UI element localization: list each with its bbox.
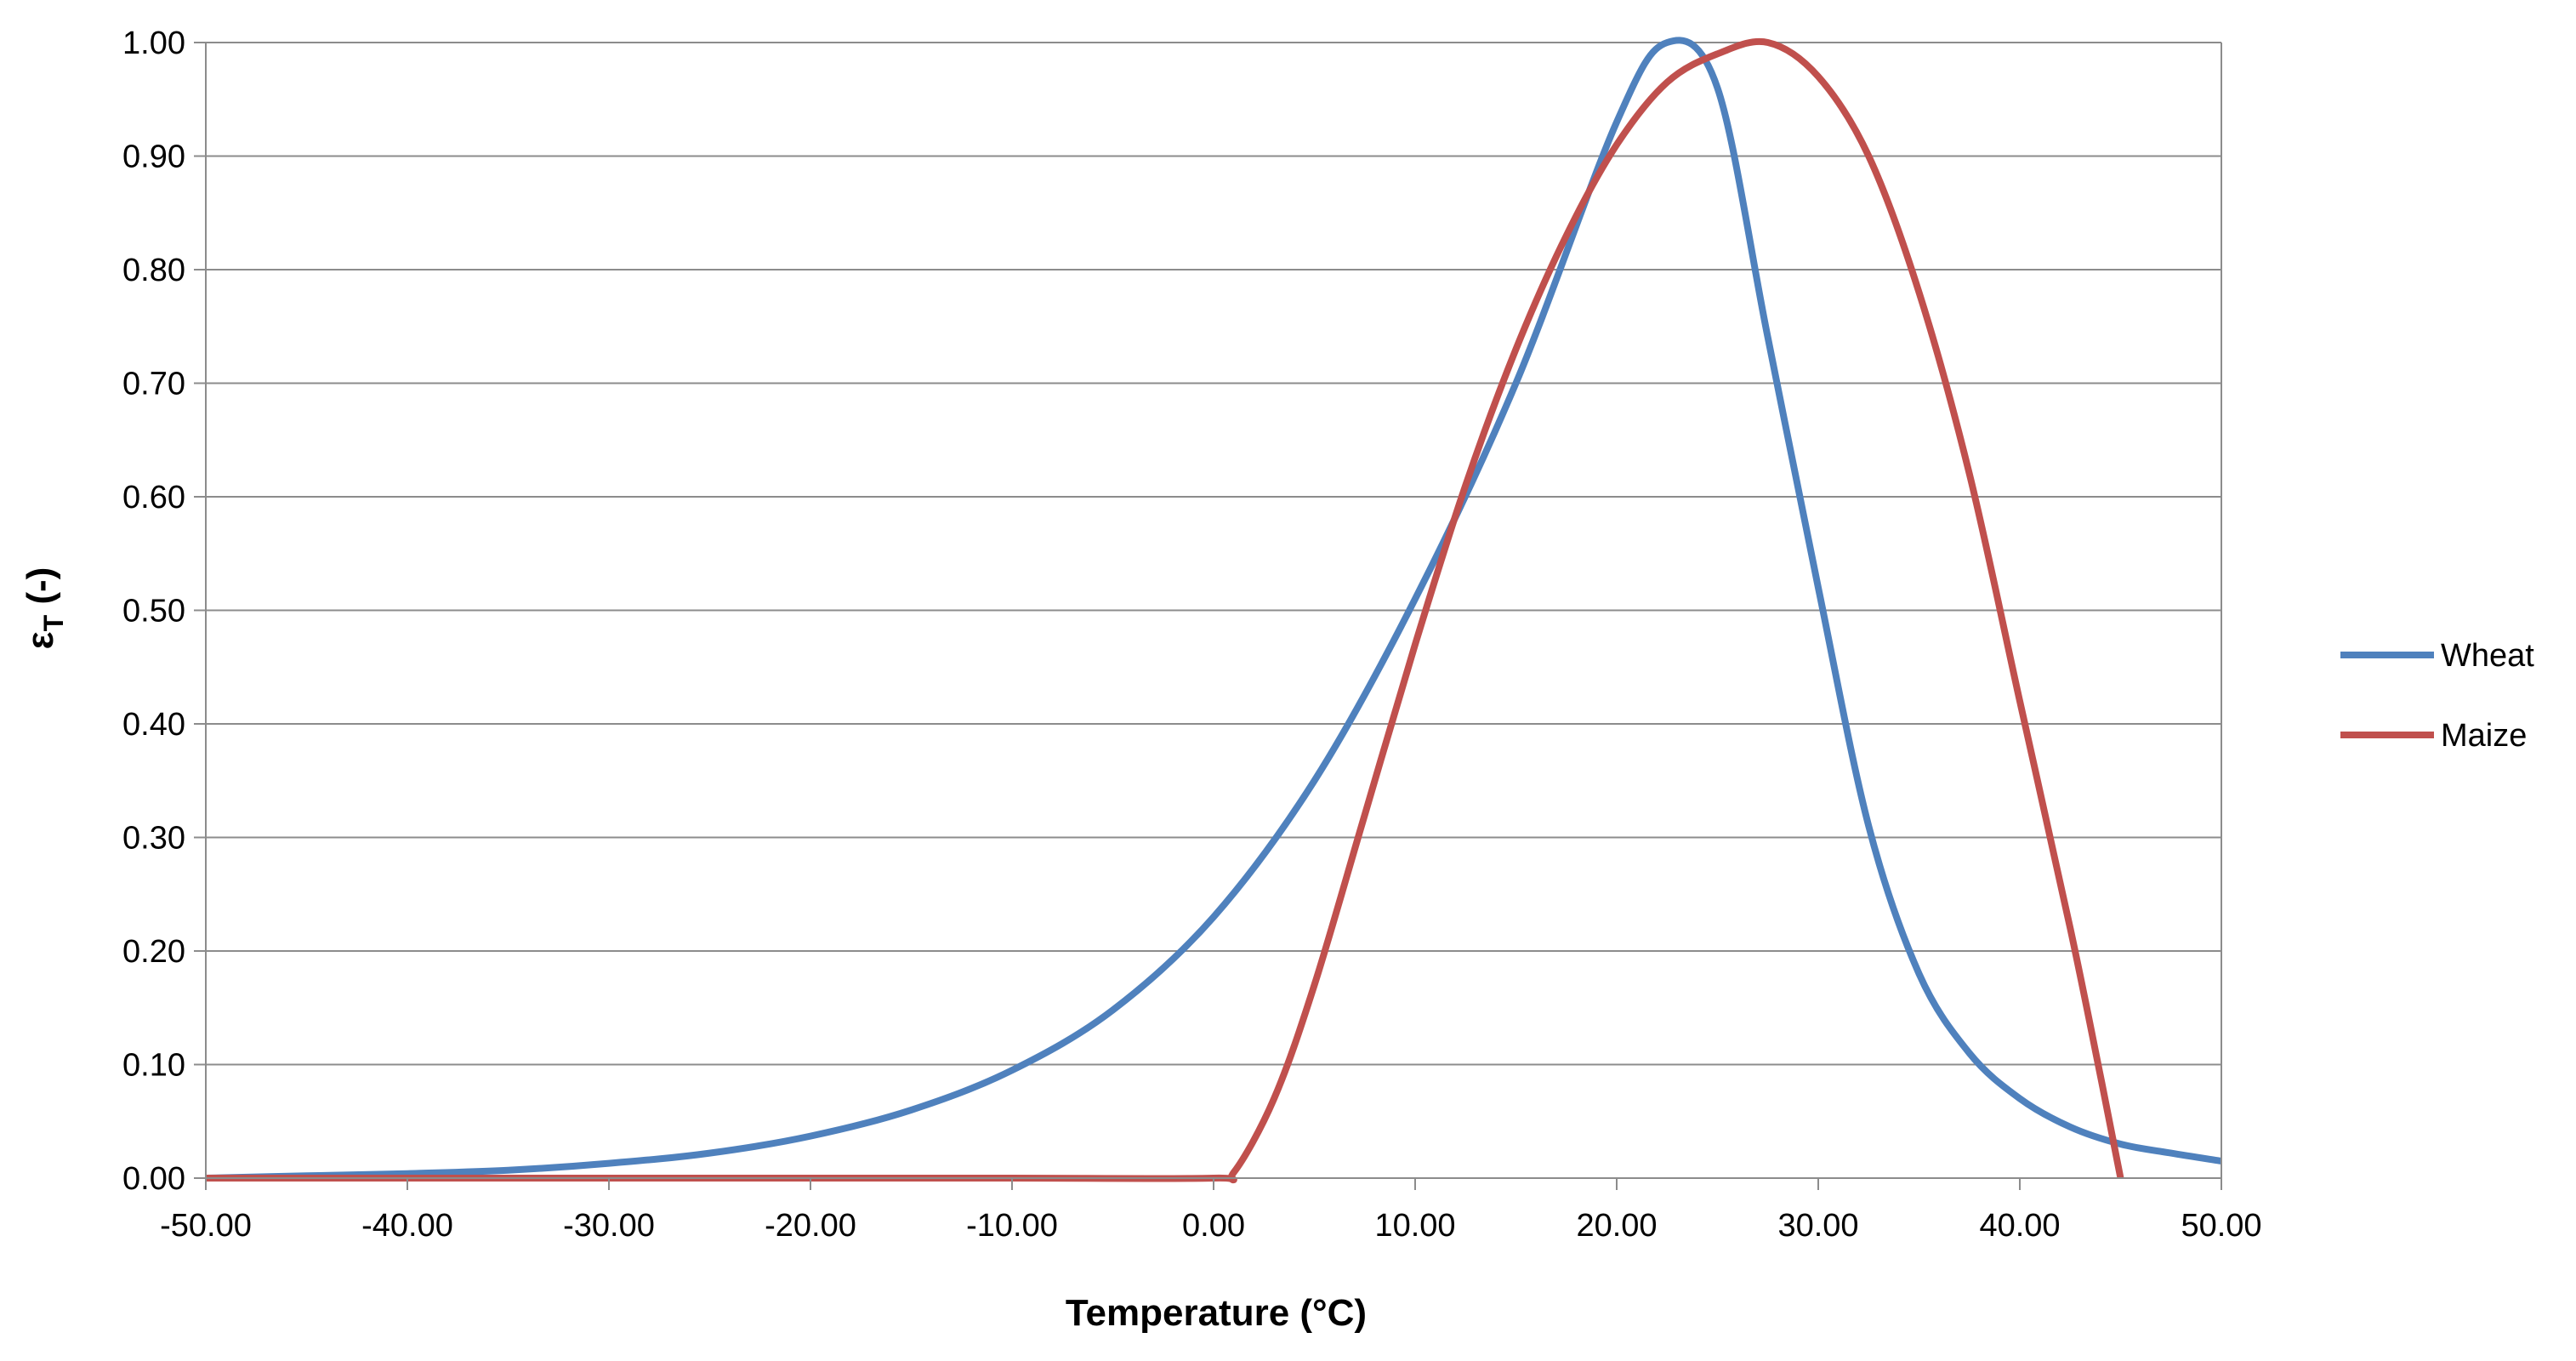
y-axis-title-subscript: T [38, 614, 69, 631]
x-tick-label: 20.00 [1576, 1208, 1657, 1244]
x-tick-label: -50.00 [160, 1208, 252, 1244]
x-tick-label: 50.00 [2181, 1208, 2261, 1244]
y-tick-label: 0.40 [122, 707, 185, 743]
y-axis-title-main: ε [20, 631, 61, 649]
tick-labels: 0.00 0.10 0.20 0.30 0.40 0.50 0.60 0.70 0.80 0.90… [122, 26, 2262, 1244]
x-tick-label: 0.00 [1182, 1208, 1245, 1244]
y-tick-label: 0.70 [122, 367, 185, 402]
x-tick-label: 40.00 [1979, 1208, 2060, 1244]
legend-label-maize: Maize [2441, 718, 2527, 754]
y-axis-title-suffix: (-) [20, 567, 61, 615]
x-tick-label: -40.00 [361, 1208, 453, 1244]
y-tick-label: 0.00 [122, 1161, 185, 1197]
y-tick-label: 0.20 [122, 934, 185, 970]
y-tick-label: 0.30 [122, 821, 185, 857]
x-tick-label: -20.00 [765, 1208, 856, 1244]
y-tick-label: 0.10 [122, 1048, 185, 1084]
y-tick-label: 0.80 [122, 253, 185, 288]
axes [194, 42, 2222, 1190]
x-tick-label: 10.00 [1374, 1208, 1455, 1244]
y-tick-label: 1.00 [122, 26, 185, 61]
grid-lines [206, 42, 2221, 1066]
series-line-wheat [205, 37, 2222, 1182]
x-tick-label: 30.00 [1777, 1208, 1858, 1244]
x-tick-label: -10.00 [966, 1208, 1058, 1244]
x-tick-label: -30.00 [563, 1208, 655, 1244]
y-tick-label: 0.50 [122, 594, 185, 629]
x-axis-title: Temperature (°C) [1066, 1292, 1367, 1334]
y-axis-title: εT (-) [20, 567, 69, 650]
axis-titles: Temperature (°C) εT (-) [20, 567, 1367, 1334]
y-tick-label: 0.90 [122, 140, 185, 175]
y-tick-label: 0.60 [122, 480, 185, 515]
legend-label-wheat: Wheat [2441, 638, 2534, 674]
legend: Wheat Maize [2340, 638, 2534, 754]
